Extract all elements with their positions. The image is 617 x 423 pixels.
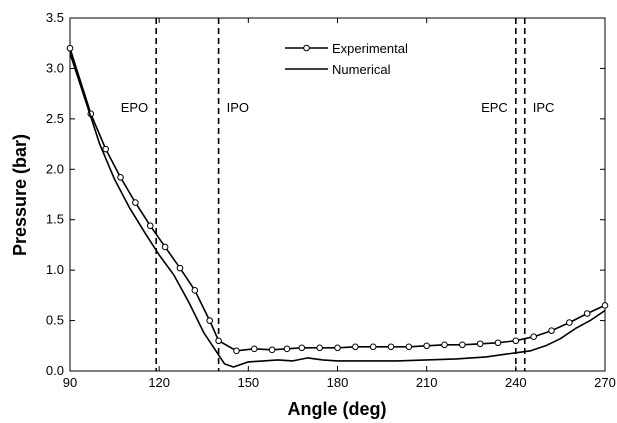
y-axis-ticks: 0.0 0.5 1.0 1.5 2.0 2.5 3.0 3.5 <box>46 10 605 378</box>
legend-label: Experimental <box>332 41 408 56</box>
data-point <box>132 199 139 206</box>
data-point <box>334 344 341 352</box>
data-point <box>548 327 555 334</box>
x-tick-label: 180 <box>327 375 349 390</box>
data-point <box>441 341 448 349</box>
data-point <box>298 344 306 352</box>
legend: Experimental Numerical <box>285 41 408 77</box>
data-point <box>387 343 395 351</box>
data-point <box>369 343 377 351</box>
data-point <box>268 346 276 354</box>
x-tick-label: 240 <box>505 375 527 390</box>
x-tick-label: 120 <box>148 375 170 390</box>
data-point <box>66 44 74 52</box>
legend-marker <box>303 44 310 52</box>
y-tick-label: 1.5 <box>46 212 64 227</box>
event-label-ipc: IPC <box>533 100 555 115</box>
data-point <box>191 287 199 294</box>
data-point <box>233 347 240 355</box>
y-tick-label: 1.0 <box>46 262 64 277</box>
data-point <box>405 343 413 351</box>
data-point <box>316 344 323 352</box>
data-series <box>66 44 609 368</box>
x-tick-label: 150 <box>237 375 259 390</box>
event-label-epc: EPC <box>481 100 508 115</box>
data-point <box>583 310 591 317</box>
data-point <box>176 264 184 272</box>
event-markers: EPO IPO EPC IPC <box>121 18 555 371</box>
data-point <box>352 343 359 351</box>
x-tick-label: 270 <box>594 375 616 390</box>
data-point <box>215 337 222 345</box>
data-point <box>206 317 213 324</box>
y-axis-title: Pressure (bar) <box>10 134 30 256</box>
data-point <box>283 345 291 353</box>
data-point <box>601 302 609 309</box>
legend-label: Numerical <box>332 62 391 77</box>
x-tick-label: 90 <box>63 375 77 390</box>
data-point <box>530 333 537 341</box>
event-label-epo: EPO <box>121 100 148 115</box>
data-point <box>459 341 466 349</box>
x-axis-ticks: 90 120 150 180 210 240 270 <box>63 18 616 390</box>
data-point <box>102 145 109 153</box>
y-tick-label: 2.5 <box>46 111 64 126</box>
data-point <box>494 339 502 347</box>
data-point <box>117 174 124 181</box>
event-label-ipo: IPO <box>227 100 249 115</box>
data-point <box>566 319 573 326</box>
data-point <box>423 342 430 350</box>
y-tick-label: 3.0 <box>46 60 64 75</box>
series-line-numerical <box>69 53 606 368</box>
y-tick-label: 0.0 <box>46 363 64 378</box>
y-tick-label: 2.0 <box>46 161 64 176</box>
data-point <box>476 340 484 348</box>
data-point <box>146 222 154 230</box>
data-point <box>161 243 169 251</box>
y-tick-label: 3.5 <box>46 10 64 25</box>
y-tick-label: 0.5 <box>46 313 64 328</box>
x-axis-title: Angle (deg) <box>288 399 387 419</box>
data-point <box>250 345 258 353</box>
x-tick-label: 210 <box>416 375 438 390</box>
data-point <box>512 337 520 345</box>
